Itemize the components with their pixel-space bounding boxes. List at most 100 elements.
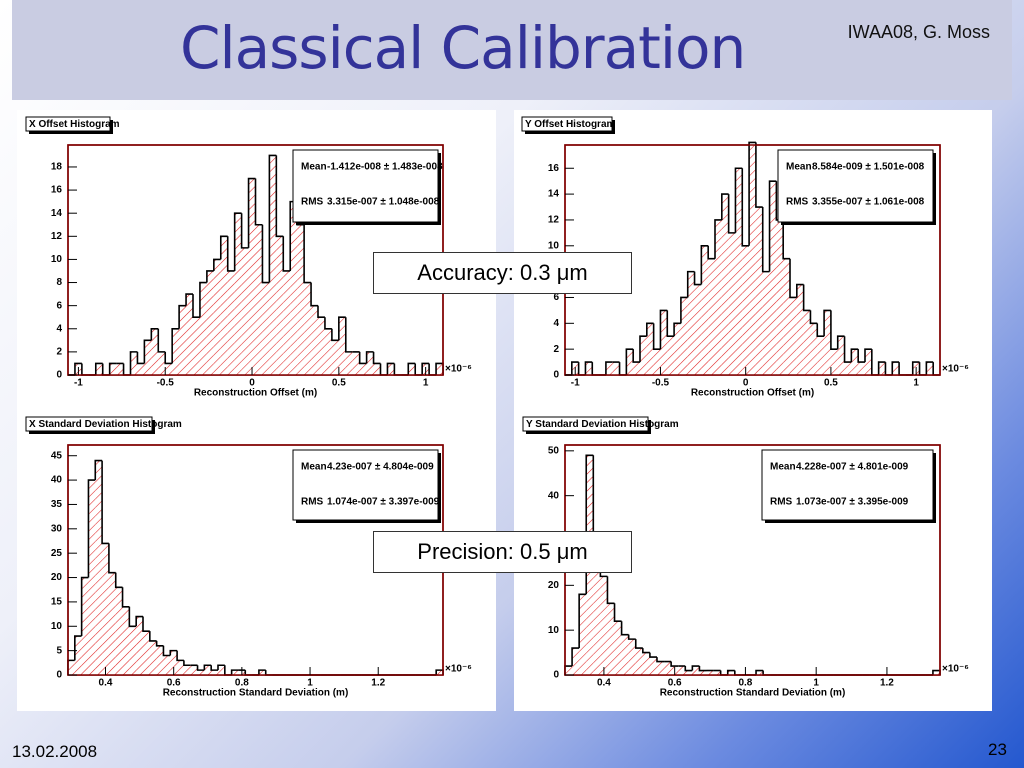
bar-outline bbox=[162, 645, 171, 657]
stats-box bbox=[292, 149, 439, 223]
bar bbox=[283, 270, 291, 375]
x-tick-label: -1 bbox=[74, 378, 83, 389]
stats-label: Mean bbox=[786, 162, 812, 173]
bar-outline bbox=[129, 351, 138, 375]
chart-title: X Offset Histogram bbox=[29, 119, 120, 130]
y-tick-label: 18 bbox=[51, 162, 63, 173]
bar bbox=[170, 650, 178, 675]
precision-callout: Precision: 0.5 μm bbox=[373, 531, 632, 573]
bar bbox=[177, 660, 184, 675]
bar bbox=[231, 670, 239, 675]
bar bbox=[892, 362, 900, 375]
accuracy-callout: Accuracy: 0.3 μm bbox=[373, 252, 632, 294]
bar-outline bbox=[240, 213, 249, 249]
bar bbox=[728, 232, 736, 375]
bar bbox=[685, 670, 693, 675]
bar-outline bbox=[128, 606, 137, 628]
bar-outline bbox=[338, 316, 346, 341]
y-tick-label: 10 bbox=[51, 254, 63, 265]
y-tick-label: 0 bbox=[553, 370, 559, 381]
bar bbox=[68, 660, 75, 675]
stats-label: RMS bbox=[301, 197, 324, 208]
bar-outline bbox=[183, 660, 191, 667]
bar-outline bbox=[199, 281, 207, 318]
chart-title: X Standard Deviation Histogram bbox=[29, 419, 182, 430]
bar-outline bbox=[258, 669, 266, 675]
bar-outline bbox=[748, 141, 756, 246]
bar bbox=[776, 219, 784, 375]
bar-outline bbox=[275, 155, 284, 238]
bar bbox=[796, 284, 804, 375]
bar bbox=[297, 224, 305, 375]
y-tick-label: 25 bbox=[51, 548, 63, 559]
x-axis-label: Reconstruction Standard Deviation (m) bbox=[163, 688, 349, 699]
bar bbox=[600, 576, 608, 675]
stats-label: Mean bbox=[770, 462, 796, 473]
bar bbox=[130, 351, 138, 375]
bar bbox=[258, 670, 266, 675]
bar-outline bbox=[620, 621, 629, 636]
y-tick-label: 4 bbox=[553, 318, 559, 329]
bar bbox=[311, 305, 318, 375]
x-tick-label: 0.4 bbox=[99, 678, 113, 689]
bar-outline bbox=[372, 351, 381, 365]
bar bbox=[701, 245, 709, 375]
bar-outline bbox=[261, 224, 270, 284]
bar bbox=[756, 670, 764, 675]
bar bbox=[803, 310, 811, 375]
bar-outline bbox=[310, 282, 318, 307]
bar-outline bbox=[789, 258, 797, 299]
bar bbox=[143, 631, 150, 675]
bar-outline bbox=[782, 219, 790, 260]
bar-outline bbox=[185, 293, 193, 306]
bar-outline bbox=[213, 258, 221, 271]
bar-outline bbox=[670, 661, 679, 667]
bar bbox=[706, 670, 714, 675]
bar bbox=[304, 282, 312, 375]
x-tick-label: 0.5 bbox=[824, 378, 838, 389]
bar bbox=[640, 336, 647, 375]
y-tick-label: 30 bbox=[51, 523, 63, 534]
bar-outline bbox=[721, 193, 729, 220]
bar-outline bbox=[836, 335, 845, 350]
bar bbox=[172, 328, 180, 375]
y-tick-label: 40 bbox=[548, 490, 560, 501]
bar bbox=[165, 363, 173, 375]
y-tick-label: 4 bbox=[56, 323, 62, 334]
bar bbox=[565, 666, 573, 675]
bar bbox=[790, 297, 797, 375]
bar bbox=[269, 155, 277, 375]
x-exponent: ×10⁻⁶ bbox=[942, 364, 969, 375]
y-tick-label: 0 bbox=[56, 370, 62, 381]
bar-outline bbox=[816, 323, 825, 338]
bar bbox=[692, 666, 700, 675]
bar-outline bbox=[649, 652, 657, 658]
bar-outline bbox=[686, 270, 695, 298]
bar bbox=[408, 363, 416, 375]
y-tick-label: 40 bbox=[51, 475, 63, 486]
x-tick-label: 1.2 bbox=[371, 678, 385, 689]
bar bbox=[635, 648, 643, 675]
bar-outline bbox=[196, 665, 205, 671]
bar bbox=[633, 362, 640, 375]
page-number: 23 bbox=[988, 740, 1007, 759]
bar-outline bbox=[684, 666, 693, 672]
y-tick-label: 10 bbox=[548, 240, 560, 251]
bar bbox=[585, 362, 593, 375]
y-tick-label: 14 bbox=[548, 189, 560, 200]
bar bbox=[605, 362, 613, 375]
bar bbox=[102, 543, 109, 675]
bar bbox=[163, 655, 171, 675]
bar bbox=[762, 271, 770, 375]
y-tick-label: 16 bbox=[51, 185, 63, 196]
x-axis-label: Reconstruction Offset (m) bbox=[194, 388, 317, 399]
bar bbox=[218, 665, 225, 675]
x-tick-label: 0.6 bbox=[668, 678, 682, 689]
bar-outline bbox=[74, 362, 82, 375]
chart-title: Y Offset Histogram bbox=[525, 119, 615, 130]
bar bbox=[621, 634, 629, 675]
bar-outline bbox=[254, 178, 263, 226]
bar bbox=[626, 349, 634, 375]
bar bbox=[220, 236, 228, 375]
